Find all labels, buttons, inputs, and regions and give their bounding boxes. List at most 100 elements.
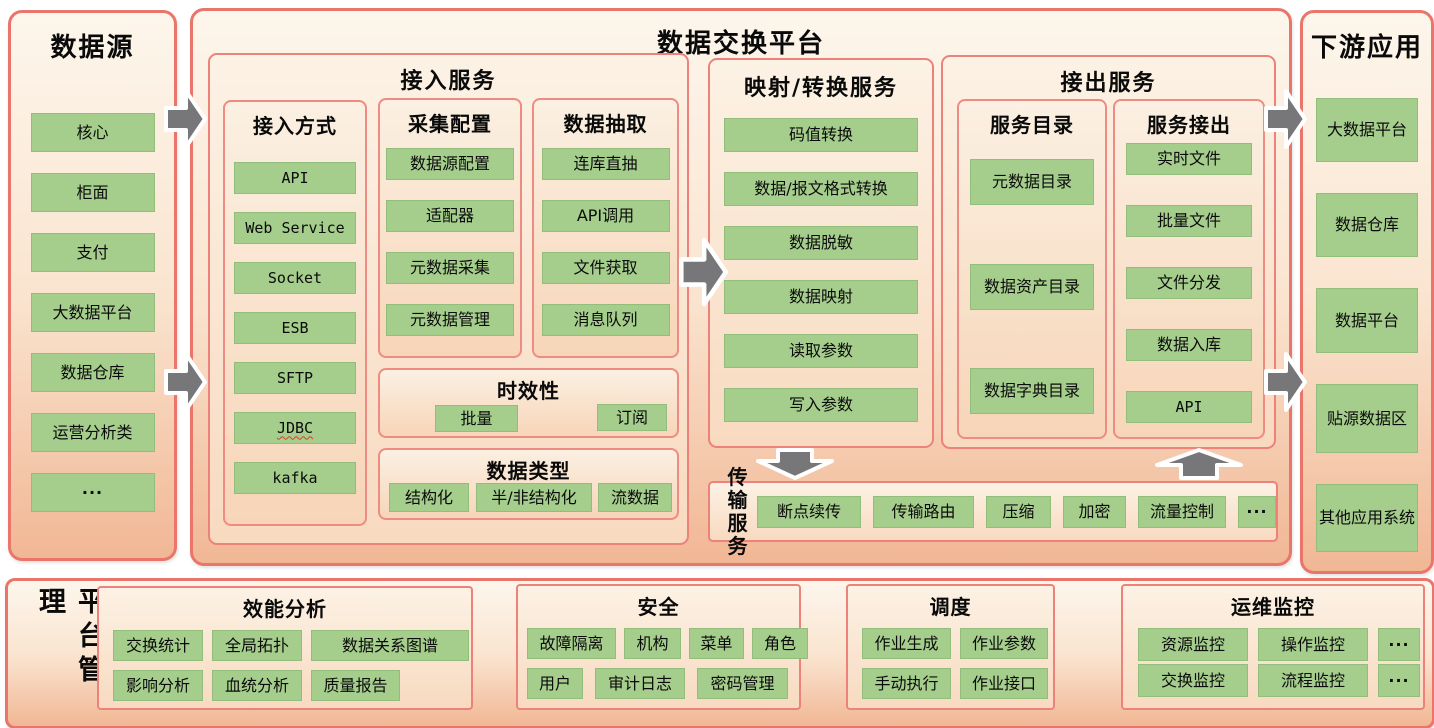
list-item: 其他应用系统	[1316, 484, 1418, 552]
section-title: 接出服务	[1060, 71, 1157, 96]
group-title: 数据抽取	[563, 112, 648, 136]
list-item: 运营分析类	[30, 413, 155, 452]
panel-downstream-apps: 下游应用 大数据平台 数据仓库 数据平台 贴源数据区 其他应用系统	[1300, 10, 1434, 574]
flow-arrow-right-icon	[164, 89, 207, 149]
list-item: 批量文件	[1126, 205, 1252, 237]
list-item: 加密	[1063, 495, 1126, 528]
list-item: 密码管理	[697, 668, 788, 699]
list-item: 操作监控	[1258, 628, 1368, 661]
list-item: 元数据管理	[386, 304, 514, 336]
list-item: 半/非结构化	[476, 483, 592, 512]
flow-arrow-up-icon	[1155, 448, 1243, 480]
group-service-catalog: 服务目录 元数据目录 数据资产目录 数据字典目录	[957, 99, 1107, 439]
list-item-more: ···	[1378, 664, 1420, 697]
list-item: 消息队列	[541, 304, 670, 336]
group-service-out: 服务接出 实时文件 批量文件 文件分发 数据入库 API	[1113, 99, 1265, 439]
list-item: Socket	[234, 262, 356, 294]
list-item: 实时文件	[1126, 143, 1252, 175]
list-item: 数据仓库	[1316, 193, 1418, 257]
list-item: 流程监控	[1258, 664, 1368, 697]
list-item-more: ···	[30, 473, 155, 512]
list-item: 质量报告	[311, 670, 400, 701]
group-title: 服务目录	[990, 113, 1074, 137]
list-item: 故障隔离	[527, 628, 616, 659]
panel-data-source: 数据源 核心 柜面 支付 大数据平台 数据仓库 运营分析类 ···	[8, 10, 177, 561]
section-title: 安全	[637, 595, 680, 619]
section-outbound-service: 接出服务 服务目录 元数据目录 数据资产目录 数据字典目录 服务接出 实时文件 …	[941, 55, 1276, 449]
list-item: 贴源数据区	[1316, 384, 1418, 453]
section-security: 安全 故障隔离 机构 菜单 角色 用户 审计日志 密码管理	[516, 584, 808, 710]
list-item: 资源监控	[1138, 628, 1248, 661]
list-item: 结构化	[389, 483, 469, 512]
list-item: ESB	[234, 312, 356, 344]
panel-platform-management: 平台管理 效能分析 交换统计 全局拓扑 数据关系图谱 影响分析 血统分析 质量报…	[5, 578, 1434, 728]
list-item: 数据脱敏	[724, 226, 918, 260]
list-item: 流量控制	[1138, 495, 1226, 528]
group-collect-config: 采集配置 数据源配置 适配器 元数据采集 元数据管理	[378, 98, 522, 358]
list-item: 传输路由	[873, 495, 974, 528]
section-transport-service: 传输服务 断点续传 传输路由 压缩 加密 流量控制 ···	[708, 465, 1278, 557]
list-item: 订阅	[597, 404, 667, 431]
list-item: 数据平台	[1316, 288, 1418, 353]
list-item: 用户	[527, 668, 583, 699]
list-item: 作业接口	[960, 668, 1048, 699]
flow-arrow-right-icon	[678, 237, 729, 307]
list-item: 作业参数	[960, 628, 1048, 659]
list-item: 批量	[435, 405, 518, 432]
list-item: 数据入库	[1126, 329, 1252, 361]
list-item: 交换监控	[1138, 664, 1248, 697]
downstream-list: 大数据平台 数据仓库 数据平台 贴源数据区 其他应用系统	[1303, 98, 1431, 552]
group-timeliness: 时效性 批量 订阅	[378, 368, 679, 438]
section-title: 运维监控	[1231, 595, 1315, 619]
list-item: 全局拓扑	[212, 630, 302, 661]
list-item: 流数据	[598, 483, 672, 512]
flow-arrow-right-icon	[1264, 352, 1307, 412]
group-access-methods: 接入方式 API Web Service Socket ESB SFTP JDB…	[223, 100, 367, 526]
section-ops-monitor: 运维监控 资源监控 操作监控 ··· 交换监控 流程监控 ···	[1121, 584, 1425, 710]
list-item: 柜面	[30, 173, 155, 212]
list-item: 数据资产目录	[970, 263, 1094, 310]
list-item: 支付	[30, 233, 155, 272]
group-title: 时效性	[497, 379, 560, 403]
list-item: 核心	[30, 113, 155, 152]
list-item: API	[1126, 391, 1252, 423]
flow-arrow-right-icon	[1264, 89, 1307, 149]
list-item: 作业生成	[862, 628, 951, 659]
list-item: SFTP	[234, 362, 356, 394]
list-item: 数据关系图谱	[311, 630, 469, 661]
list-item: 写入参数	[724, 388, 918, 422]
list-item: 手动执行	[862, 668, 951, 699]
group-data-extract: 数据抽取 连库直抽 API调用 文件获取 消息队列	[532, 98, 679, 358]
group-title: 接入方式	[253, 114, 337, 138]
list-item: 元数据采集	[386, 252, 514, 284]
group-data-types: 数据类型 结构化 半/非结构化 流数据	[378, 448, 679, 520]
list-item: API	[234, 162, 356, 194]
list-item: 数据仓库	[30, 353, 155, 392]
section-title: 映射/转换服务	[743, 76, 899, 101]
section-title: 调度	[929, 595, 972, 619]
list-item: 交换统计	[113, 630, 203, 661]
list-item: 连库直抽	[541, 148, 670, 180]
list-item: 元数据目录	[970, 159, 1094, 205]
flow-arrow-down-icon	[756, 448, 834, 480]
group-title: 数据类型	[486, 459, 571, 483]
list-item: 影响分析	[113, 670, 203, 701]
list-item: 菜单	[689, 628, 744, 659]
list-item: 文件获取	[541, 252, 670, 284]
list-item: 数据字典目录	[970, 368, 1094, 414]
group-title: 采集配置	[408, 112, 492, 136]
list-item-more: ···	[1378, 628, 1420, 661]
list-item: 读取参数	[724, 334, 918, 368]
list-item: kafka	[234, 462, 356, 494]
list-item: 数据/报文格式转换	[724, 172, 918, 206]
group-title: 服务接出	[1147, 113, 1231, 137]
list-item: 适配器	[386, 200, 514, 232]
list-item: 角色	[752, 628, 808, 659]
list-item-more: ···	[1238, 495, 1276, 528]
list-item: 数据源配置	[386, 148, 514, 180]
section-efficiency-analysis: 效能分析 交换统计 全局拓扑 数据关系图谱 影响分析 血统分析 质量报告	[97, 586, 473, 710]
list-item: 血统分析	[212, 670, 302, 701]
section-mapping-transform: 映射/转换服务 码值转换 数据/报文格式转换 数据脱敏 数据映射 读取参数 写入…	[708, 58, 934, 448]
section-title: 效能分析	[243, 597, 327, 621]
